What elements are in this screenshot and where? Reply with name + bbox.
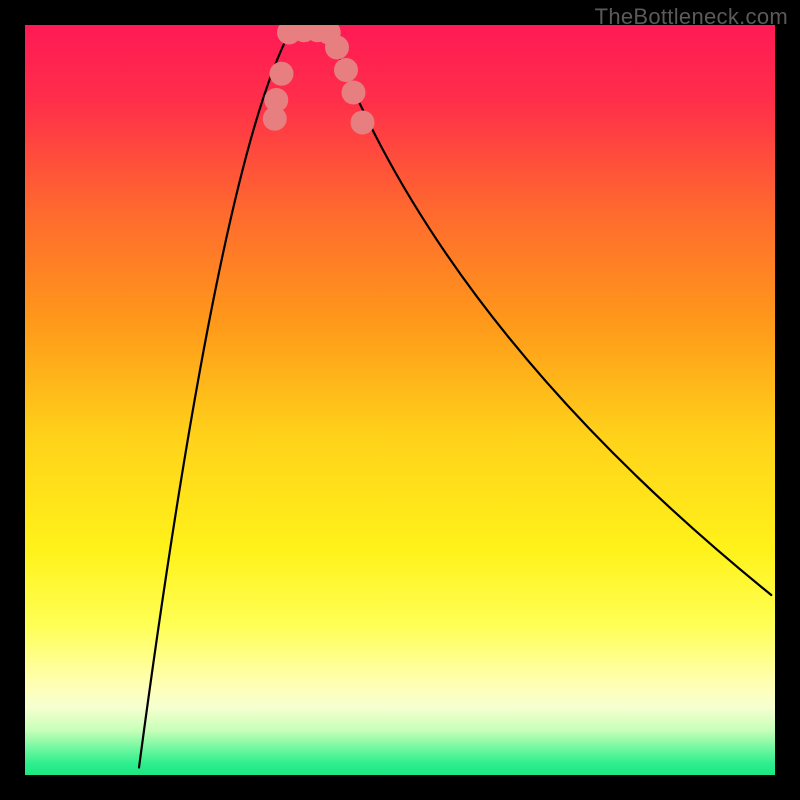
marker-point <box>334 58 358 82</box>
watermark-text: TheBottleneck.com <box>595 4 788 30</box>
marker-point <box>270 62 294 86</box>
plot-svg <box>25 25 775 775</box>
chart-outer: TheBottleneck.com <box>0 0 800 800</box>
marker-point <box>325 36 349 60</box>
marker-point <box>342 81 366 105</box>
marker-point <box>264 88 288 112</box>
marker-point <box>351 111 375 135</box>
gradient-background <box>25 25 775 775</box>
plot-area <box>25 25 775 775</box>
